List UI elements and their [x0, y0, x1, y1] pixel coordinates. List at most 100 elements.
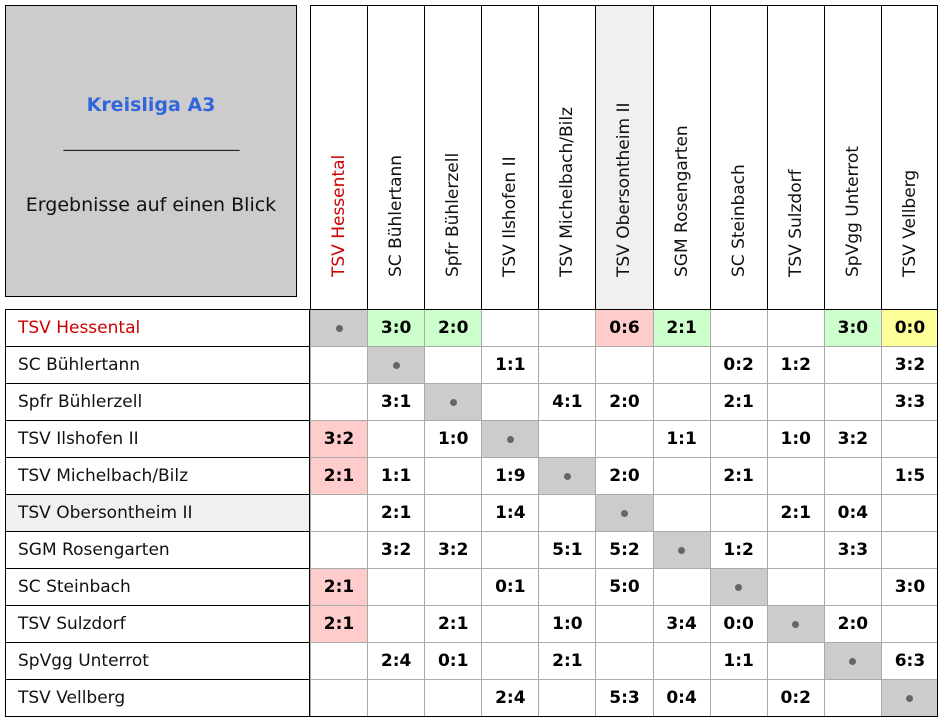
result-cell — [595, 346, 653, 383]
dot-icon — [792, 620, 800, 628]
result-cell: 1:0 — [766, 420, 824, 457]
dot-icon — [849, 657, 857, 665]
result-cell: 6:3 — [880, 642, 938, 679]
result-cell — [823, 568, 881, 605]
result-cell — [538, 568, 596, 605]
self-match-cell — [424, 383, 482, 420]
self-match-cell — [481, 420, 539, 457]
self-match-cell — [595, 494, 653, 531]
result-cell: 2:0 — [823, 605, 881, 642]
result-cell: 3:2 — [424, 531, 482, 568]
result-cell — [424, 568, 482, 605]
result-cell: 2:1 — [766, 494, 824, 531]
result-cell — [538, 494, 596, 531]
result-cell — [595, 642, 653, 679]
result-cell: 3:0 — [367, 309, 425, 346]
result-cell — [652, 457, 710, 494]
result-cell — [481, 383, 539, 420]
result-cell: 2:1 — [310, 457, 368, 494]
column-header-label: TSV Vellberg — [899, 169, 920, 277]
column-header-label: TSV Ilshofen II — [500, 156, 521, 277]
row-team-name: SC Bühlertann — [5, 346, 310, 383]
column-header: SC Bühlertann — [367, 5, 425, 309]
column-header-label: SC Steinbach — [728, 164, 749, 277]
result-cell: 1:0 — [424, 420, 482, 457]
result-cell: 2:1 — [310, 605, 368, 642]
title-box: Kreisliga A3 _________________________ E… — [5, 5, 297, 297]
row-team-name: SpVgg Unterrot — [5, 642, 310, 679]
result-cell: 0:4 — [652, 679, 710, 716]
result-cell: 2:1 — [310, 568, 368, 605]
result-cell — [424, 457, 482, 494]
result-cell: 3:0 — [823, 309, 881, 346]
result-cell — [823, 346, 881, 383]
result-cell — [310, 679, 368, 716]
column-header: SC Steinbach — [709, 5, 767, 309]
column-header-label: TSV Michelbach/Bilz — [557, 107, 578, 277]
result-cell: 0:2 — [709, 346, 767, 383]
self-match-cell — [367, 346, 425, 383]
result-cell — [766, 309, 824, 346]
result-cell — [709, 679, 767, 716]
column-header: TSV Michelbach/Bilz — [538, 5, 596, 309]
result-cell — [310, 531, 368, 568]
result-cell — [595, 605, 653, 642]
header-divider — [310, 309, 938, 310]
grid-bottom-border — [5, 716, 938, 717]
column-header-label: TSV Hessental — [329, 154, 350, 277]
result-cell: 2:0 — [595, 383, 653, 420]
result-cell — [310, 494, 368, 531]
result-cell: 5:1 — [538, 531, 596, 568]
result-cell — [481, 531, 539, 568]
result-cell — [766, 383, 824, 420]
result-cell: 2:0 — [424, 309, 482, 346]
column-header-label: TSV Obersontheim II — [614, 102, 635, 277]
result-cell — [709, 420, 767, 457]
column-header: SpVgg Unterrot — [823, 5, 881, 309]
result-cell: 3:2 — [310, 420, 368, 457]
result-cell: 0:0 — [880, 309, 938, 346]
column-header: SGM Rosengarten — [652, 5, 710, 309]
result-cell — [595, 420, 653, 457]
result-cell — [766, 531, 824, 568]
result-cell — [310, 642, 368, 679]
self-match-cell — [880, 679, 938, 716]
result-cell: 2:1 — [709, 457, 767, 494]
result-cell — [766, 457, 824, 494]
result-cell — [823, 383, 881, 420]
result-cell: 2:1 — [538, 642, 596, 679]
row-team-name: TSV Michelbach/Bilz — [5, 457, 310, 494]
result-cell — [367, 420, 425, 457]
result-cell: 3:2 — [823, 420, 881, 457]
column-header-label: Spfr Bühlerzell — [443, 152, 464, 277]
dot-icon — [563, 472, 571, 480]
result-cell — [481, 642, 539, 679]
row-team-name: TSV Vellberg — [5, 679, 310, 716]
title-separator: _________________________ — [63, 132, 240, 151]
result-cell — [823, 457, 881, 494]
result-cell: 1:0 — [538, 605, 596, 642]
dot-icon — [506, 435, 514, 443]
result-cell — [538, 420, 596, 457]
dot-icon — [449, 398, 457, 406]
dot-icon — [620, 509, 628, 517]
result-cell: 1:2 — [766, 346, 824, 383]
result-cell — [310, 346, 368, 383]
column-header: Spfr Bühlerzell — [424, 5, 482, 309]
result-cell: 2:1 — [652, 309, 710, 346]
result-cell: 0:2 — [766, 679, 824, 716]
dot-icon — [678, 546, 686, 554]
result-cell: 0:6 — [595, 309, 653, 346]
result-cell: 4:1 — [538, 383, 596, 420]
self-match-cell — [823, 642, 881, 679]
result-cell — [652, 568, 710, 605]
row-team-name: TSV Ilshofen II — [5, 420, 310, 457]
result-cell — [424, 679, 482, 716]
column-header: TSV Obersontheim II — [595, 5, 653, 309]
result-cell: 1:4 — [481, 494, 539, 531]
result-cell — [709, 309, 767, 346]
result-cell — [766, 642, 824, 679]
result-cell — [823, 679, 881, 716]
result-cell — [880, 420, 938, 457]
result-cell: 5:0 — [595, 568, 653, 605]
